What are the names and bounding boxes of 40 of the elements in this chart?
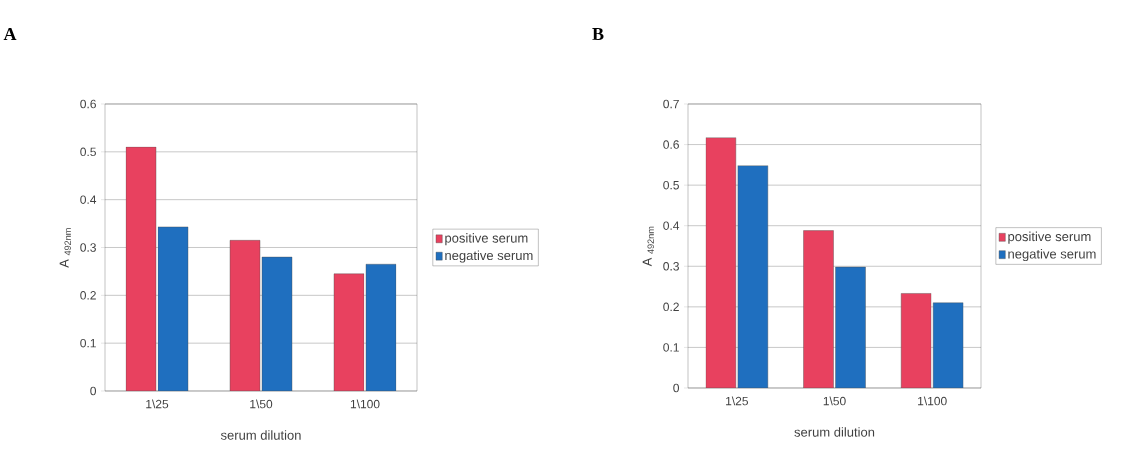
legend-label: negative serum: [1008, 248, 1096, 262]
y-tick-label: 0.3: [80, 243, 96, 252]
y-tick-label: 0: [673, 383, 680, 393]
y-tick-label: 0.4: [663, 221, 680, 230]
x-axis-title: serum dilution: [220, 430, 301, 440]
y-tick-label: 0.3: [663, 262, 679, 271]
x-axis-title: serum dilution: [794, 427, 875, 437]
bar: [803, 230, 834, 388]
y-axis-title: A $_{492nm}$: [642, 226, 654, 267]
legend-label: negative serum: [445, 250, 533, 263]
legend-label: positive serum: [1008, 231, 1091, 244]
y-tick-label: 0.2: [663, 302, 679, 312]
y-tick-label: 0.1: [80, 338, 96, 348]
y-tick-label: 0.7: [663, 99, 679, 109]
bar: [900, 293, 932, 388]
x-tick-label: 1\25: [726, 396, 749, 406]
x-tick-label: 1\100: [350, 399, 380, 409]
bar: [737, 165, 769, 388]
y-tick-label: 0.5: [80, 147, 96, 157]
bar: [705, 137, 737, 388]
x-tick-label: 1\25: [146, 399, 169, 409]
y-tick-label: 0.2: [80, 291, 96, 300]
x-tick-label: 1\100: [918, 396, 947, 406]
legend-label: positive serum: [445, 233, 528, 246]
bar: [932, 302, 964, 388]
y-tick-label: 0.5: [663, 180, 679, 190]
x-tick-label: 1\50: [250, 399, 273, 409]
y-axis-title: A $_{492nm}$: [59, 228, 71, 268]
bar: [157, 226, 189, 391]
bar: [365, 264, 397, 391]
y-tick-label: 0.6: [663, 140, 679, 149]
y-tick-label: 0.4: [80, 195, 97, 204]
chart-title: B: [592, 28, 604, 40]
bar: [261, 256, 293, 391]
y-tick-label: 0: [90, 386, 97, 396]
bar: [835, 266, 866, 388]
y-tick-label: 0.1: [663, 343, 679, 352]
chart-title: A: [3, 28, 17, 40]
x-tick-label: 1\50: [823, 396, 846, 406]
y-tick-label: 0.6: [80, 99, 96, 109]
